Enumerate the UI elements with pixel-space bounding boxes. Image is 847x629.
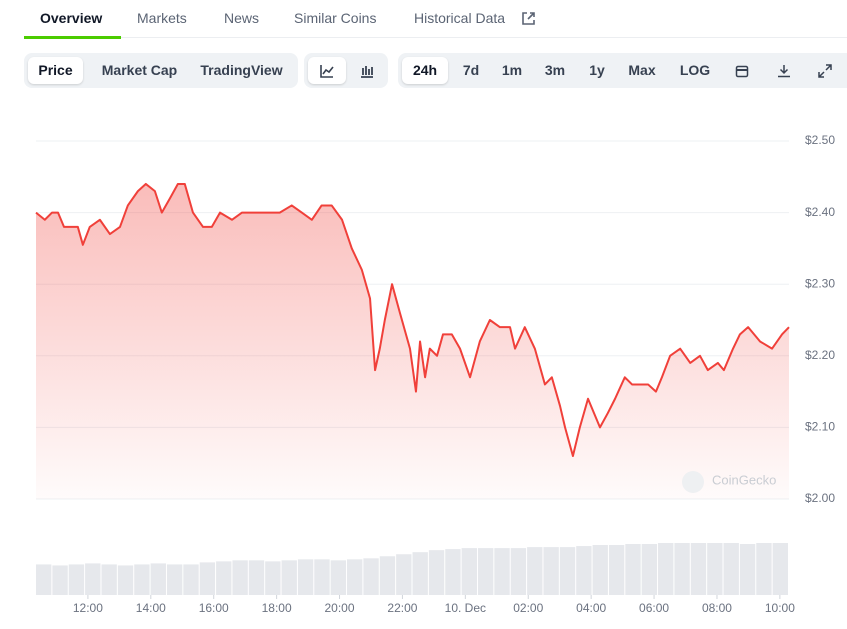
- price-area: [36, 183, 789, 499]
- volume-bar: [608, 545, 625, 595]
- view-button[interactable]: TradingView: [200, 62, 283, 78]
- range-button[interactable]: 1y: [589, 62, 605, 78]
- tab[interactable]: Markets: [137, 10, 187, 26]
- plot: $2.00 $2.10 $2.20 $2.30 $2.40 $2.50 12:00 14:00…: [35, 133, 835, 615]
- volume-bar: [216, 561, 232, 595]
- volume-bar: [445, 549, 461, 595]
- watermark-logo: [682, 471, 704, 493]
- volume-bar: [592, 545, 608, 595]
- volume-bar: [52, 565, 68, 595]
- volume-bar: [625, 544, 641, 595]
- price-line: [35, 182, 790, 458]
- volume-bar: [396, 554, 412, 595]
- volume-bar: [117, 565, 134, 595]
- volume-bar: [134, 564, 150, 595]
- volume-bar: [510, 548, 527, 595]
- tab[interactable]: Historical Data: [414, 10, 506, 26]
- volume-bar: [68, 564, 85, 595]
- volume-bar: [232, 560, 248, 595]
- range-group: 24h 7d 1m 3m 1y Max LOG: [398, 53, 847, 88]
- volume-bar: [166, 564, 183, 595]
- volume-bar: [674, 543, 690, 595]
- y-tick-label: $2.40: [805, 205, 835, 219]
- calendar-button[interactable]: [728, 57, 756, 84]
- volume-bar: [576, 546, 592, 595]
- y-tick-label: $2.50: [805, 133, 835, 147]
- volume-bar: [428, 550, 445, 595]
- y-tick-label: $2.30: [805, 276, 835, 290]
- x-tick-label: 10. Dec: [445, 601, 486, 615]
- volume-bar: [559, 547, 576, 595]
- download-button[interactable]: [770, 57, 798, 84]
- tab[interactable]: Overview: [40, 10, 103, 26]
- view-group: Price Market Cap TradingView: [24, 53, 298, 88]
- volume-bar: [739, 544, 756, 595]
- volume-bar: [477, 548, 494, 595]
- volume-bar: [183, 564, 199, 595]
- volume-bar: [36, 564, 52, 595]
- candle-button[interactable]: [348, 57, 386, 84]
- volume-bar: [101, 564, 117, 595]
- x-tick-label: 06:00: [639, 601, 669, 615]
- x-tick-label: 18:00: [262, 601, 292, 615]
- chart-style-group: [304, 53, 388, 88]
- volume-bar: [248, 560, 265, 595]
- volume-bar: [461, 548, 477, 595]
- volume-bar: [314, 559, 330, 595]
- x-tick-label: 02:00: [513, 601, 543, 615]
- range-button[interactable]: 24h: [402, 57, 448, 84]
- line-button[interactable]: [308, 57, 346, 84]
- volume-bar: [363, 558, 379, 595]
- volume-bar: [297, 559, 314, 595]
- volume-bar: [641, 544, 658, 595]
- x-tick-label: 14:00: [136, 601, 166, 615]
- divider: [121, 37, 847, 38]
- watermark: CoinGecko: [712, 472, 776, 487]
- tab[interactable]: News: [224, 10, 260, 26]
- volume-bar: [379, 556, 396, 595]
- y-tick-label: $2.10: [805, 420, 835, 434]
- x-tick-label: 12:00: [73, 601, 103, 615]
- range-button[interactable]: LOG: [679, 62, 711, 78]
- x-tick-label: 10:00: [765, 601, 795, 615]
- volume-bar: [265, 561, 281, 595]
- volume-bar: [494, 548, 510, 595]
- x-tick-label: 16:00: [199, 601, 229, 615]
- volume-bar: [85, 563, 101, 595]
- volume-bar: [412, 552, 428, 595]
- volume-bar: [690, 543, 707, 595]
- volume-bar: [527, 547, 543, 595]
- tab[interactable]: Similar Coins: [294, 10, 377, 26]
- volume-bar: [150, 563, 166, 595]
- range-button[interactable]: Max: [628, 62, 656, 78]
- view-button[interactable]: Price: [28, 57, 83, 84]
- volume-bar: [707, 543, 723, 595]
- volume-bar: [199, 562, 216, 595]
- y-tick-label: $2.00: [805, 491, 835, 505]
- x-tick-label: 04:00: [576, 601, 606, 615]
- x-tick-label: 20:00: [325, 601, 355, 615]
- view-button[interactable]: Market Cap: [101, 62, 178, 78]
- x-tick-label: 22:00: [387, 601, 417, 615]
- range-button[interactable]: 3m: [544, 62, 566, 78]
- volume-bar: [756, 543, 772, 595]
- volume-bar: [772, 543, 788, 595]
- active-underline: [24, 36, 121, 39]
- volume-bar: [543, 547, 559, 595]
- range-button[interactable]: 7d: [462, 62, 480, 78]
- external-link-icon: [522, 12, 535, 25]
- volume-bar: [723, 543, 739, 595]
- range-button[interactable]: 1m: [501, 62, 523, 78]
- volume-bar: [281, 560, 297, 595]
- fullscreen-button[interactable]: [811, 57, 839, 84]
- volume-bar: [330, 560, 347, 595]
- y-tick-label: $2.20: [805, 348, 835, 362]
- volume-bar: [658, 543, 674, 595]
- x-tick-label: 08:00: [702, 601, 732, 615]
- volume-bar: [347, 559, 363, 595]
